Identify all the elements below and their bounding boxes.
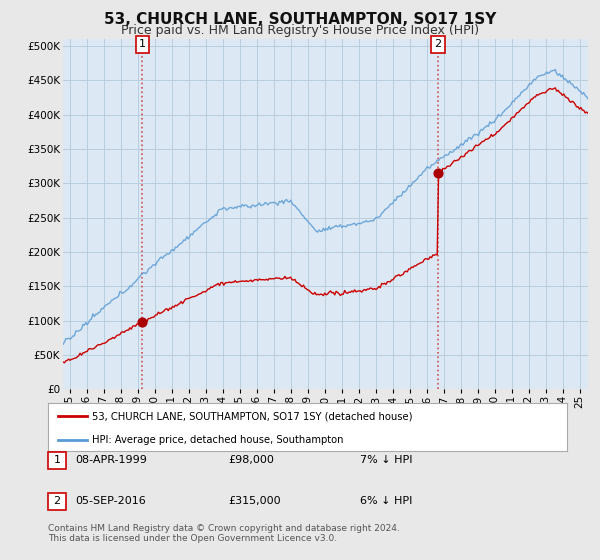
- Point: [137, 318, 147, 326]
- Text: 53, CHURCH LANE, SOUTHAMPTON, SO17 1SY: 53, CHURCH LANE, SOUTHAMPTON, SO17 1SY: [104, 12, 496, 27]
- Text: 6% ↓ HPI: 6% ↓ HPI: [360, 496, 412, 506]
- Text: 2: 2: [434, 39, 442, 49]
- Text: 2: 2: [53, 496, 61, 506]
- Text: Contains HM Land Registry data © Crown copyright and database right 2024.
This d: Contains HM Land Registry data © Crown c…: [48, 524, 400, 543]
- Text: £315,000: £315,000: [228, 496, 281, 506]
- Text: 53, CHURCH LANE, SOUTHAMPTON, SO17 1SY (detached house): 53, CHURCH LANE, SOUTHAMPTON, SO17 1SY (…: [92, 411, 413, 421]
- Point: [433, 169, 443, 178]
- Text: 1: 1: [53, 455, 61, 465]
- Text: Price paid vs. HM Land Registry's House Price Index (HPI): Price paid vs. HM Land Registry's House …: [121, 24, 479, 36]
- Text: 05-SEP-2016: 05-SEP-2016: [75, 496, 146, 506]
- Text: HPI: Average price, detached house, Southampton: HPI: Average price, detached house, Sout…: [92, 435, 344, 445]
- Text: £98,000: £98,000: [228, 455, 274, 465]
- Text: 1: 1: [139, 39, 146, 49]
- Text: 08-APR-1999: 08-APR-1999: [75, 455, 147, 465]
- Text: 7% ↓ HPI: 7% ↓ HPI: [360, 455, 413, 465]
